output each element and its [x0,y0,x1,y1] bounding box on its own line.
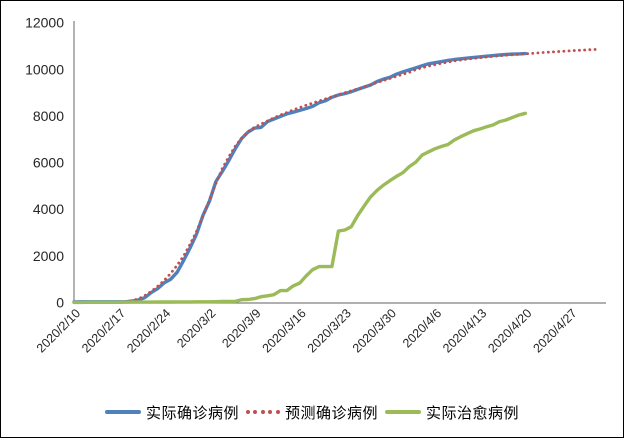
x-tick-label: 2020/2/17 [79,306,128,355]
legend-label-actual-confirmed: 实际确诊病例 [145,404,239,422]
x-tick-label: 2020/3/2 [174,306,218,350]
series-actual-cured-line [72,111,528,305]
legend-label-predicted-confirmed: 预测确诊病例 [284,404,378,422]
chart-legend: 实际确诊病例 预测确诊病例 实际治愈病例 [1,400,623,424]
x-tick-label: 2020/3/9 [219,306,263,350]
x-tick-label: 2020/4/27 [530,306,579,355]
y-tick-label: 2000 [33,248,64,264]
x-tick-label: 2020/3/30 [350,306,399,355]
legend-item-predicted-confirmed: 预测确诊病例 [245,402,378,423]
y-tick-label: 6000 [33,155,64,171]
x-tick-label: 2020/2/24 [124,306,173,355]
y-tick-label: 12000 [25,15,64,31]
y-tick-label: 0 [56,295,64,311]
legend-dotted-line-swatch-red [245,410,280,414]
series-predicted-confirmed-line [124,48,598,304]
y-tick-label: 10000 [25,61,64,77]
y-tick-label: 8000 [33,108,64,124]
x-tick-label: 2020/3/16 [260,306,309,355]
x-tick-label: 2020/4/13 [440,306,489,355]
x-tick-label: 2020/2/10 [34,306,83,355]
legend-item-actual-confirmed: 实际确诊病例 [104,402,239,423]
legend-solid-line-swatch-green [385,410,421,414]
x-tick-label: 2020/4/6 [400,306,444,350]
series-actual-confirmed-line [72,51,528,304]
legend-label-actual-cured: 实际治愈病例 [426,404,520,422]
legend-item-actual-cured: 实际治愈病例 [385,402,519,423]
x-tick-label: 2020/3/23 [305,306,354,355]
x-tick-label: 2020/4/20 [485,306,534,355]
legend-solid-line-swatch-blue [104,410,141,414]
y-tick-label: 4000 [33,201,64,217]
